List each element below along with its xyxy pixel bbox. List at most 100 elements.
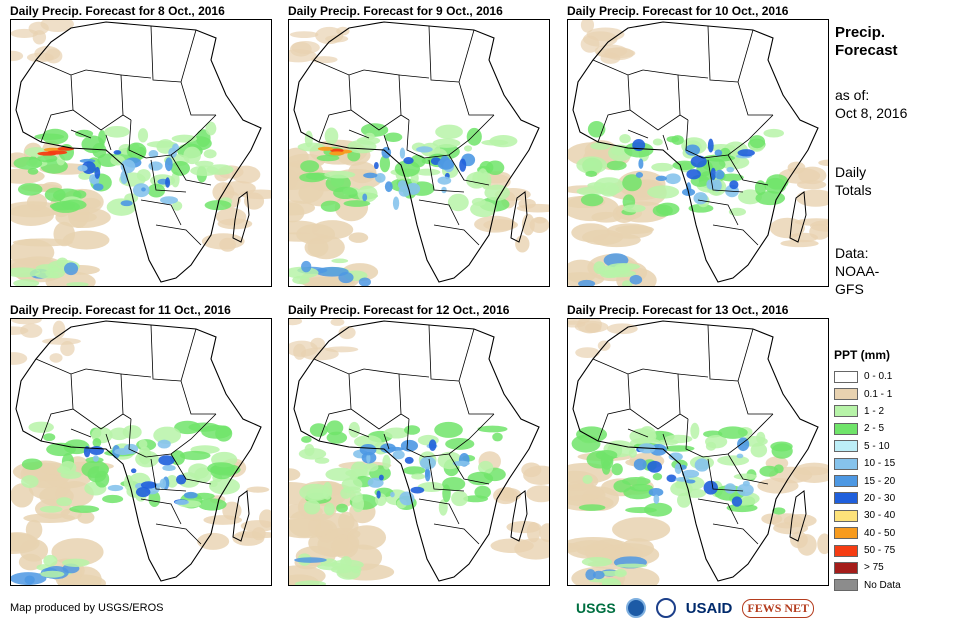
precip-area bbox=[478, 460, 494, 475]
country-border bbox=[398, 373, 430, 378]
precip-area bbox=[330, 565, 353, 574]
precip-area bbox=[629, 483, 653, 492]
precip-area bbox=[12, 238, 73, 247]
logo-strip: USGS USAID FEWS NET bbox=[576, 596, 815, 620]
country-border bbox=[363, 69, 410, 121]
precip-area bbox=[484, 184, 510, 201]
precip-area bbox=[174, 499, 190, 505]
country-border bbox=[712, 224, 759, 246]
precip-area bbox=[17, 183, 43, 196]
legend-item: 1 - 2 bbox=[834, 403, 901, 420]
country-border bbox=[170, 453, 212, 485]
precip-area bbox=[293, 343, 307, 360]
precip-area bbox=[384, 132, 403, 142]
precip-area bbox=[43, 433, 56, 442]
country-border bbox=[318, 373, 352, 442]
precip-area bbox=[336, 503, 348, 513]
precip-area bbox=[164, 157, 173, 172]
country-border bbox=[348, 129, 370, 139]
precip-area bbox=[759, 465, 779, 477]
precip-area bbox=[596, 547, 628, 560]
precip-area bbox=[397, 180, 408, 190]
precip-area bbox=[477, 168, 488, 186]
precip-area bbox=[601, 578, 622, 585]
precip-area bbox=[325, 467, 357, 482]
country-border bbox=[85, 368, 132, 420]
precip-area bbox=[383, 427, 410, 439]
sidebar-title-line1: Precip. bbox=[835, 24, 886, 41]
precip-area bbox=[157, 439, 171, 449]
precip-area bbox=[390, 491, 395, 498]
precip-area bbox=[651, 162, 674, 172]
legend-swatch bbox=[834, 405, 858, 418]
precip-area bbox=[289, 319, 303, 326]
precip-area bbox=[83, 445, 91, 458]
precip-area bbox=[489, 135, 518, 148]
legend-title: PPT (mm) bbox=[834, 348, 891, 362]
precip-area bbox=[324, 502, 335, 516]
legend-swatch bbox=[834, 544, 858, 557]
precip-area bbox=[27, 168, 39, 175]
panel-title: Daily Precip. Forecast for 12 Oct., 2016 bbox=[288, 303, 510, 317]
precip-area bbox=[325, 346, 359, 353]
precip-area bbox=[655, 175, 667, 181]
precip-area bbox=[606, 323, 638, 335]
country-border bbox=[697, 498, 739, 525]
precip-area bbox=[763, 128, 784, 138]
precip-area bbox=[726, 166, 735, 173]
country-border bbox=[350, 109, 402, 131]
precip-area bbox=[168, 147, 177, 158]
precip-area bbox=[437, 158, 455, 170]
precip-map bbox=[288, 318, 550, 586]
precip-area bbox=[638, 158, 644, 169]
precip-area bbox=[171, 134, 198, 143]
precip-area bbox=[114, 448, 132, 456]
usaid-seal-icon bbox=[655, 598, 676, 618]
precip-field bbox=[568, 20, 828, 286]
precip-area bbox=[338, 511, 355, 532]
precip-map bbox=[10, 19, 272, 287]
precip-area bbox=[289, 518, 334, 539]
precip-area bbox=[364, 132, 375, 141]
country-border bbox=[685, 418, 704, 458]
country-border bbox=[597, 74, 631, 143]
precip-area bbox=[403, 466, 426, 475]
country-border bbox=[40, 74, 74, 143]
legend-swatch bbox=[834, 492, 858, 505]
country-border bbox=[592, 59, 644, 76]
legend-item: 40 - 50 bbox=[834, 525, 901, 542]
legend-item: 10 - 15 bbox=[834, 455, 901, 472]
panel-title: Daily Precip. Forecast for 13 Oct., 2016 bbox=[567, 303, 789, 317]
country-border bbox=[313, 358, 365, 375]
precip-area bbox=[681, 469, 700, 478]
precip-area bbox=[289, 468, 301, 481]
precip-area bbox=[107, 484, 124, 492]
data-line3: GFS bbox=[835, 281, 864, 297]
precip-area bbox=[614, 568, 627, 578]
precip-area bbox=[817, 533, 828, 555]
precip-area bbox=[366, 453, 371, 464]
precip-area bbox=[731, 496, 743, 507]
legend-swatch bbox=[834, 579, 858, 592]
country-border bbox=[458, 380, 494, 415]
country-border bbox=[85, 69, 132, 121]
sidebar-asof: as of: Oct 8, 2016 bbox=[835, 86, 907, 122]
precip-area bbox=[289, 266, 319, 279]
precip-area bbox=[611, 463, 623, 476]
precip-area bbox=[294, 557, 327, 563]
legend-item: 5 - 10 bbox=[834, 438, 901, 455]
precip-area bbox=[410, 486, 425, 494]
precip-area bbox=[77, 165, 88, 172]
precip-area bbox=[11, 483, 34, 508]
country-border bbox=[458, 81, 494, 116]
precip-area bbox=[358, 277, 371, 286]
sidebar-data-source: Data: NOAA- GFS bbox=[835, 244, 879, 298]
precip-area bbox=[717, 426, 748, 439]
precip-area bbox=[578, 279, 596, 286]
precip-area bbox=[514, 538, 549, 560]
precip-area bbox=[382, 454, 391, 470]
country-border bbox=[128, 119, 147, 159]
precip-area bbox=[428, 439, 437, 451]
precip-area bbox=[568, 259, 599, 283]
legend-item: No Data bbox=[834, 577, 901, 594]
